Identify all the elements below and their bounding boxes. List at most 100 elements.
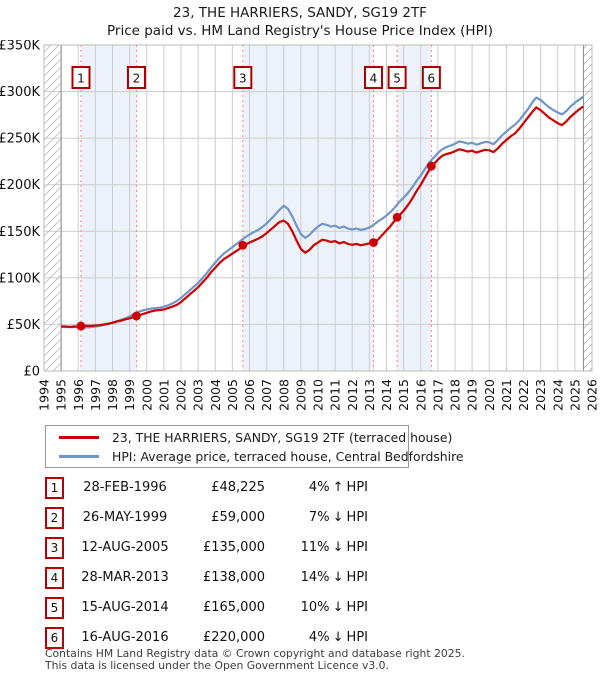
hpi-comparison: 4% ↓ HPI bbox=[275, 630, 368, 645]
svg-text:5: 5 bbox=[393, 72, 401, 86]
sale-number-badge: 1 bbox=[45, 477, 64, 499]
sale-date: 16-AUG-2016 bbox=[81, 630, 169, 645]
sale-date: 15-AUG-2014 bbox=[81, 600, 169, 615]
hpi-ref-label: HPI bbox=[346, 480, 368, 495]
sale-date: 12-AUG-2005 bbox=[81, 540, 169, 555]
hpi-percent: 4% bbox=[308, 480, 330, 495]
hpi-line-swatch bbox=[59, 454, 99, 458]
hpi-comparison: 7% ↓ HPI bbox=[275, 510, 368, 525]
svg-text:2005: 2005 bbox=[225, 379, 240, 411]
property-line-swatch bbox=[59, 435, 99, 439]
svg-text:3: 3 bbox=[239, 72, 247, 86]
svg-text:£350K: £350K bbox=[0, 40, 40, 54]
arrow-down-icon: ↓ bbox=[332, 600, 344, 615]
svg-text:£150K: £150K bbox=[0, 225, 40, 240]
sale-price: £138,000 bbox=[202, 570, 265, 585]
svg-text:2002: 2002 bbox=[174, 379, 189, 411]
hpi-ref-label: HPI bbox=[346, 570, 368, 585]
series-hpi bbox=[61, 95, 585, 329]
chart-legend: 23, THE HARRIERS, SANDY, SG19 2TF (terra… bbox=[45, 425, 464, 468]
sale-points bbox=[76, 161, 436, 331]
sale-row-4: 4 28-MAR-2013 £138,000 14% ↓ HPI bbox=[45, 567, 375, 597]
svg-text:2024: 2024 bbox=[550, 379, 565, 411]
sale-row-6: 6 16-AUG-2016 £220,000 4% ↓ HPI bbox=[45, 627, 375, 657]
sale-date: 28-FEB-1996 bbox=[83, 480, 167, 495]
page-title: 23, THE HARRIERS, SANDY, SG19 2TF bbox=[173, 5, 427, 21]
svg-text:2014: 2014 bbox=[379, 379, 394, 411]
svg-text:2021: 2021 bbox=[499, 379, 514, 411]
svg-text:£300K: £300K bbox=[0, 85, 40, 100]
page-subtitle: Price paid vs. HM Land Registry's House … bbox=[107, 23, 493, 39]
svg-text:2013: 2013 bbox=[362, 379, 377, 411]
sale-date: 26-MAY-1999 bbox=[82, 510, 168, 525]
hpi-percent: 4% bbox=[308, 630, 330, 645]
svg-text:2: 2 bbox=[133, 72, 141, 86]
svg-text:2008: 2008 bbox=[276, 379, 291, 411]
sales-table: 1 28-FEB-1996 £48,225 4% ↑ HPI 2 26-MAY-1999 £59… bbox=[45, 477, 375, 657]
arrow-down-icon: ↓ bbox=[332, 630, 344, 645]
sale-row-2: 2 26-MAY-1999 £59,000 7% ↓ HPI bbox=[45, 507, 375, 537]
svg-text:1994: 1994 bbox=[37, 379, 52, 411]
ownership-bands bbox=[80, 45, 432, 371]
sale-row-3: 3 12-AUG-2005 £135,000 11% ↓ HPI bbox=[45, 537, 375, 567]
svg-text:£50K: £50K bbox=[7, 318, 41, 333]
legend-label-hpi: HPI: Average price, terraced house, Cent… bbox=[112, 448, 464, 464]
footer-line1: Contains HM Land Registry data © Crown c… bbox=[45, 647, 465, 660]
sale-price: £135,000 bbox=[202, 540, 265, 555]
svg-text:2016: 2016 bbox=[413, 379, 428, 411]
sale-number-badge: 4 bbox=[45, 567, 64, 589]
svg-text:£200K: £200K bbox=[0, 178, 40, 193]
svg-text:2012: 2012 bbox=[345, 379, 360, 411]
svg-text:2006: 2006 bbox=[242, 379, 257, 411]
svg-text:6: 6 bbox=[428, 72, 436, 86]
svg-text:1997: 1997 bbox=[88, 379, 103, 411]
svg-text:4: 4 bbox=[370, 72, 378, 86]
footer: Contains HM Land Registry data © Crown c… bbox=[45, 648, 465, 671]
svg-text:2025: 2025 bbox=[567, 379, 582, 411]
hpi-percent: 14% bbox=[300, 570, 330, 585]
footer-line2: This data is licensed under the Open Gov… bbox=[45, 658, 389, 672]
hpi-comparison: 4% ↑ HPI bbox=[275, 480, 368, 495]
svg-text:2023: 2023 bbox=[533, 379, 548, 411]
legend-label-property: 23, THE HARRIERS, SANDY, SG19 2TF (terra… bbox=[112, 429, 453, 445]
hpi-percent: 7% bbox=[308, 510, 330, 525]
svg-text:2020: 2020 bbox=[482, 379, 497, 411]
sale-price: £165,000 bbox=[202, 600, 265, 615]
svg-text:2015: 2015 bbox=[396, 379, 411, 411]
sale-date: 28-MAR-2013 bbox=[81, 570, 169, 585]
sale-row-5: 5 15-AUG-2014 £165,000 10% ↓ HPI bbox=[45, 597, 375, 627]
svg-text:1999: 1999 bbox=[122, 379, 137, 411]
sale-price: £220,000 bbox=[202, 630, 265, 645]
sale-price: £59,000 bbox=[211, 510, 265, 525]
svg-text:2022: 2022 bbox=[516, 379, 531, 411]
svg-text:2011: 2011 bbox=[328, 379, 343, 411]
series-property bbox=[61, 105, 585, 328]
no-data-hatch bbox=[44, 45, 592, 371]
y-axis-labels: £0 £50K £100K £150K £200K £250K £300K £350K bbox=[0, 40, 40, 380]
svg-text:2010: 2010 bbox=[311, 379, 326, 411]
arrow-up-icon: ↑ bbox=[332, 480, 344, 495]
sale-number-badge: 2 bbox=[45, 507, 64, 529]
hpi-ref-label: HPI bbox=[346, 510, 368, 525]
svg-text:£250K: £250K bbox=[0, 132, 40, 147]
sale-number-badge: 5 bbox=[45, 597, 64, 619]
legend-item-hpi: HPI: Average price, terraced house, Cent… bbox=[46, 447, 464, 466]
svg-text:2018: 2018 bbox=[448, 379, 463, 411]
hpi-comparison: 14% ↓ HPI bbox=[275, 570, 368, 585]
svg-text:1998: 1998 bbox=[105, 379, 120, 411]
hpi-comparison: 11% ↓ HPI bbox=[275, 540, 368, 555]
legend-item-property: 23, THE HARRIERS, SANDY, SG19 2TF (terra… bbox=[46, 428, 452, 447]
svg-text:£100K: £100K bbox=[0, 271, 40, 286]
svg-text:1: 1 bbox=[77, 72, 85, 86]
svg-text:2004: 2004 bbox=[208, 379, 223, 411]
sale-row-1: 1 28-FEB-1996 £48,225 4% ↑ HPI bbox=[45, 477, 375, 507]
sale-markers: 1 2 3 4 5 6 bbox=[71, 66, 441, 89]
svg-text:£0: £0 bbox=[23, 365, 40, 380]
svg-text:2007: 2007 bbox=[259, 379, 274, 411]
svg-text:1995: 1995 bbox=[54, 379, 69, 411]
svg-text:2009: 2009 bbox=[293, 379, 308, 411]
svg-text:2026: 2026 bbox=[585, 379, 600, 411]
price-history-chart: 1 2 3 4 5 6 £0 £50K £100K £150K £200K £250K £300K £35… bbox=[0, 40, 600, 411]
sale-number-badge: 6 bbox=[45, 627, 64, 649]
